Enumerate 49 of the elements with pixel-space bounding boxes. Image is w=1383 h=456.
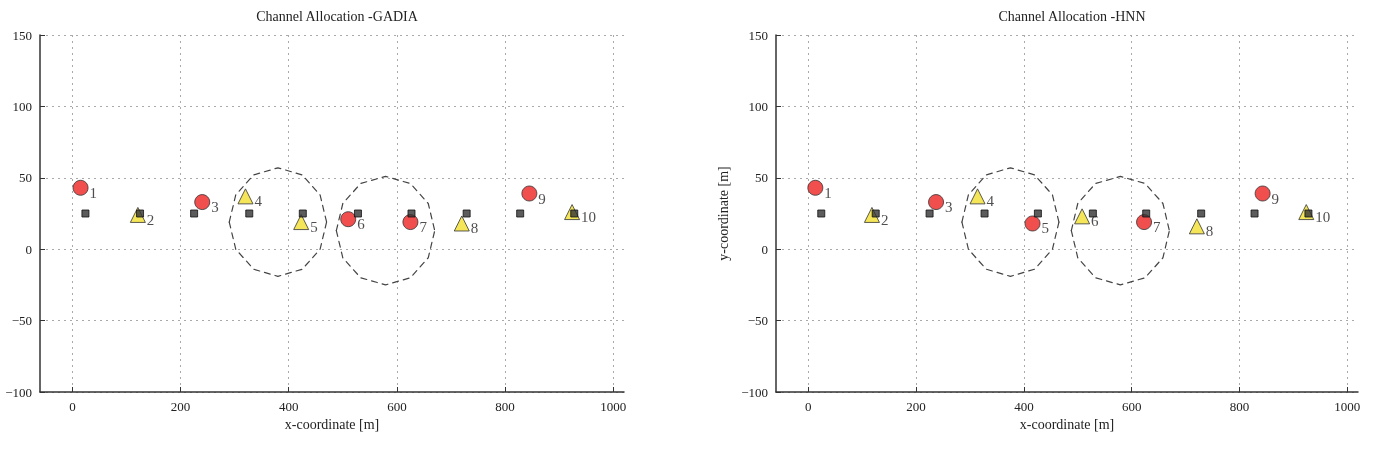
- x-tick-label: 600: [1121, 399, 1142, 414]
- x-tick-label: 800: [495, 399, 515, 414]
- annotation: 8: [1205, 223, 1214, 240]
- annotation: 7: [1153, 219, 1162, 236]
- y-tick-label: 100: [12, 98, 32, 114]
- x-tick-label: 0: [69, 399, 76, 414]
- annotation: 2: [146, 211, 155, 228]
- y-tick-label: 50: [755, 170, 768, 186]
- y-tick-label: 150: [748, 27, 768, 43]
- y-tick-label: 50: [19, 170, 32, 186]
- annotation: 1: [824, 184, 832, 201]
- y-tick-label: −50: [747, 313, 768, 329]
- annotation: 5: [1041, 220, 1050, 237]
- annotation: 6: [357, 216, 366, 233]
- x-tick-label: 200: [906, 399, 926, 414]
- x-tick-label: 600: [387, 399, 407, 414]
- annotation: 10: [581, 209, 597, 226]
- x-axis-title: x-coordinate [m]: [284, 417, 380, 433]
- y-tick-label: 100: [748, 98, 768, 114]
- annotation: 3: [945, 199, 953, 216]
- y-tick-label: −100: [5, 384, 32, 400]
- annotation: 3: [211, 199, 219, 216]
- y-tick-label: −100: [741, 384, 768, 400]
- y-tick-label: 0: [761, 241, 768, 257]
- annotation: 8: [470, 220, 479, 237]
- x-tick-label: 0: [805, 399, 812, 414]
- x-tick-label: 1000: [600, 399, 627, 414]
- y-axis-title: y-coordinate [m]: [715, 166, 731, 261]
- x-tick-label: 400: [1014, 399, 1034, 414]
- annotation: 6: [1091, 213, 1100, 230]
- y-tick-label: 150: [12, 27, 32, 43]
- annotation: 7: [419, 219, 428, 236]
- annotation: 9: [1271, 190, 1280, 207]
- annotation: 5: [310, 219, 318, 236]
- chart-title: Channel Allocation -GADIA: [256, 8, 419, 24]
- x-axis-title: x-coordinate [m]: [1019, 417, 1115, 433]
- annotation: 10: [1315, 209, 1331, 226]
- x-tick-label: 400: [278, 399, 299, 414]
- x-tick-label: 800: [1229, 399, 1250, 414]
- x-tick-label: 200: [170, 399, 191, 414]
- annotation: 2: [880, 211, 889, 228]
- chart-title: Channel Allocation -HNN: [998, 8, 1146, 24]
- annotation: 4: [986, 193, 995, 210]
- annotation: 1: [89, 184, 98, 201]
- x-tick-label: 1000: [1334, 399, 1361, 414]
- y-tick-label: 0: [25, 241, 32, 257]
- y-tick-label: −50: [11, 313, 32, 329]
- annotation: 4: [254, 193, 263, 210]
- annotation: 9: [538, 190, 546, 207]
